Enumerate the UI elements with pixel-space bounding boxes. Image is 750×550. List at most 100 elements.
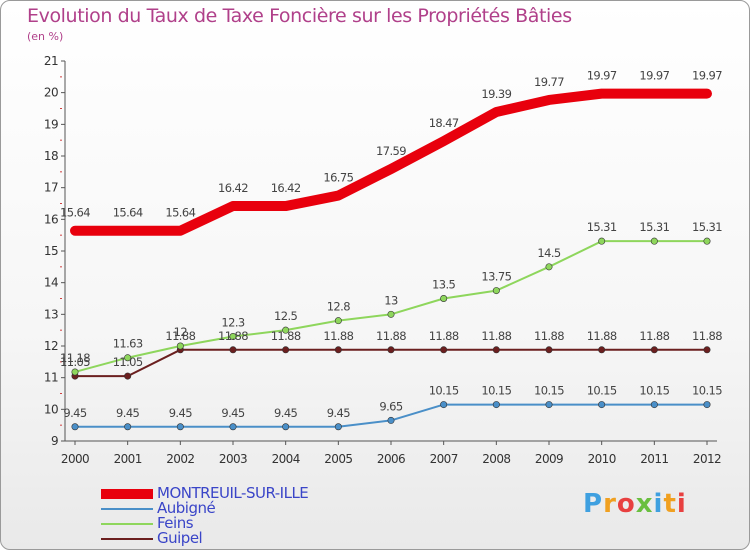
legend-item-montreuil: MONTREUIL-SUR-ILLE [101,484,361,502]
y-tick-label: 12 [44,339,58,353]
data-label: 15.31 [692,220,722,234]
logo-letter: r [603,489,617,519]
y-tick-label: 9 [51,434,58,448]
data-label: 19.97 [587,69,617,83]
data-label: 10.15 [481,384,511,398]
data-point [387,310,395,318]
y-tick-label: 17 [44,181,58,195]
data-point [387,346,395,354]
x-tick-label: 2004 [272,452,300,466]
data-label: 15.64 [165,206,195,220]
logo-letter: o [616,489,636,519]
chart-subtitle: (en %) [27,30,64,43]
data-label: 11.88 [165,329,195,343]
data-point [71,368,79,376]
x-tick-label: 2003 [219,452,247,466]
data-label: 9.45 [63,406,86,420]
data-label: 11.63 [113,337,143,351]
y-tick-label: 16 [44,212,58,226]
y-tick-label: 14 [44,276,58,290]
data-label: 13.75 [481,270,511,284]
data-label: 9.45 [169,406,192,420]
data-point [124,354,132,362]
y-tick-label: 20 [44,86,58,100]
data-label: 11.88 [218,329,248,343]
data-label: 19.97 [692,69,722,83]
data-label: 9.45 [221,406,244,420]
data-point [492,346,500,354]
data-point [71,423,79,431]
x-tick-label: 2009 [535,452,563,466]
data-label: 17.59 [376,144,406,158]
data-label: 13.5 [432,278,455,292]
legend: MONTREUIL-SUR-ILLE Aubigné Feins Guipel [101,484,361,547]
logo-letter: x [635,489,654,519]
x-tick-label: 2010 [588,452,616,466]
x-tick-label: 2005 [324,452,352,466]
data-point [598,237,606,245]
data-label: 9.65 [379,399,402,413]
chart-title: Evolution du Taux de Taxe Foncière sur l… [27,5,572,27]
logo-letter: P [583,489,604,519]
data-label: 16.42 [218,181,248,195]
data-label: 12.5 [274,309,297,323]
data-label: 9.45 [327,406,350,420]
data-point [229,346,237,354]
data-point [334,423,342,431]
data-point [650,401,658,409]
data-point [334,346,342,354]
x-tick-label: 2001 [114,452,142,466]
data-point [598,346,606,354]
data-point [334,317,342,325]
x-tick-label: 2000 [61,452,89,466]
logo-letter: t [663,489,677,519]
data-label: 9.45 [274,406,297,420]
data-label: 12.3 [221,316,244,330]
data-point [282,326,290,334]
legend-item-guipel: Guipel [101,529,361,547]
data-label: 18.47 [429,116,459,130]
x-tick-label: 2007 [430,452,458,466]
data-label: 10.15 [534,384,564,398]
data-label: 15.64 [113,206,143,220]
data-label: 19.39 [481,87,511,101]
data-label: 11.88 [481,329,511,343]
data-point [492,401,500,409]
data-point [703,346,711,354]
y-tick-label: 19 [44,117,58,131]
data-label: 12.8 [327,300,350,314]
data-label: 11.05 [60,355,90,369]
legend-label-feins: Feins [157,514,194,532]
legend-label-guipel: Guipel [157,529,203,547]
y-tick-label: 11 [44,371,58,385]
legend-item-aubigne: Aubigné [101,499,361,517]
data-point [176,423,184,431]
data-point [703,237,711,245]
data-point [387,416,395,424]
data-label: 10.15 [429,384,459,398]
data-point [650,346,658,354]
y-tick-label: 13 [44,307,58,321]
data-point [440,401,448,409]
data-label: 15.31 [587,220,617,234]
data-point [440,346,448,354]
data-point [229,423,237,431]
y-tick-label: 21 [44,54,58,68]
data-point [124,372,132,380]
logo-letter: i [653,489,664,519]
legend-label-montreuil: MONTREUIL-SUR-ILLE [157,484,309,502]
data-point [598,401,606,409]
data-point [703,401,711,409]
x-tick-label: 2011 [640,452,668,466]
data-point [650,237,658,245]
y-tick-label: 18 [44,149,58,163]
data-label: 15.64 [60,206,90,220]
data-label: 14.5 [537,246,560,260]
data-label: 11.88 [587,329,617,343]
data-point [545,346,553,354]
data-point [545,263,553,271]
data-label: 10.15 [587,384,617,398]
x-tick-label: 2008 [482,452,510,466]
data-point [545,401,553,409]
